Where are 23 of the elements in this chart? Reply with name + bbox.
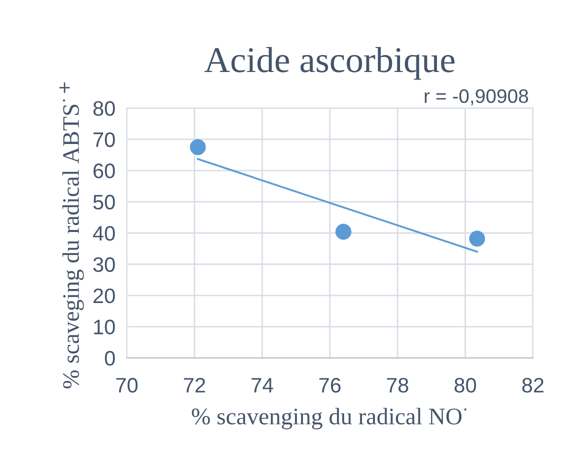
x-tick-label: 78	[387, 378, 408, 393]
point	[469, 230, 486, 247]
chart-title: Acide ascorbique	[204, 46, 454, 80]
y-tick-label: 10	[94, 320, 115, 334]
x-tick-label: 76	[319, 378, 341, 393]
point	[335, 224, 352, 240]
y-tick-label: 50	[93, 194, 115, 210]
y-tick-label: 80	[93, 101, 115, 116]
text: r = -0,90908	[424, 89, 528, 106]
y-axis-title: % scaveging du radical ABTS$^{·+}$	[59, 82, 84, 388]
y-tick-label: 20	[94, 288, 115, 304]
y-tick-label: 40	[92, 226, 115, 241]
x-tick-label: 72	[184, 378, 206, 392]
y-tick-label: 70	[94, 132, 115, 148]
y-tick-label: 30	[93, 257, 115, 272]
x-tick-label: 74	[252, 378, 274, 392]
x-tick-label: 70	[116, 378, 138, 393]
y-tick-label: 0	[104, 350, 115, 366]
x-tick-label: 80	[454, 378, 476, 393]
x-tick-label: 82	[522, 378, 544, 393]
point	[190, 139, 206, 156]
y-tick-label: 60	[94, 164, 115, 178]
x-axis-title: % scavenging du radical NO$^{·}$	[192, 408, 466, 430]
